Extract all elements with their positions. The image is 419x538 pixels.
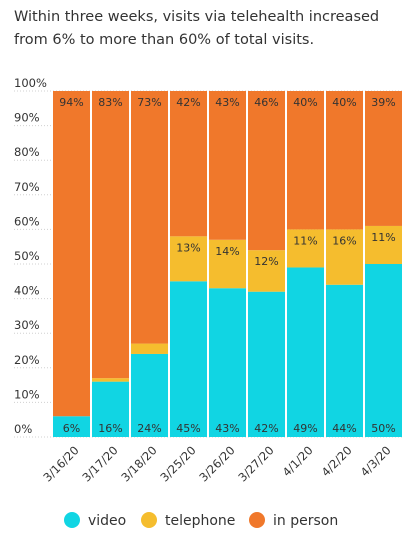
legend: video telephone in person [64,512,338,529]
data-label: 42% [176,96,200,109]
y-tick-label: 60% [14,214,40,228]
y-tick-label: 80% [14,145,40,159]
bar-segment-video [326,284,363,437]
y-tick-label: 10% [14,387,40,401]
y-tick-label: 40% [14,284,40,298]
bar-segment-video [53,416,90,437]
data-label: 42% [254,422,278,435]
x-tick-label: 4/2/20 [319,443,355,479]
y-tick-label: 20% [14,353,40,367]
data-label: 49% [293,422,317,435]
bar-segment-telephone [287,229,324,268]
data-label: 13% [176,241,200,254]
y-tick-label: 100% [14,76,47,90]
legend-swatch-video [64,512,80,528]
data-label: 11% [293,234,317,247]
data-label: 43% [215,96,239,109]
bar-segment-in-person [365,91,402,226]
data-label: 50% [371,422,395,435]
bar-segment-telephone [326,229,363,285]
y-tick-label: 30% [14,318,40,332]
bar-segment-in-person [53,91,90,417]
data-label: 44% [332,422,356,435]
data-label: 45% [176,422,200,435]
data-label: 73% [137,96,161,109]
x-tick-label: 3/26/20 [196,443,237,484]
data-label: 12% [254,255,278,268]
data-label: 39% [371,96,395,109]
data-label: 46% [254,96,278,109]
x-tick-label: 3/16/20 [40,443,81,484]
data-label: 16% [98,422,122,435]
x-tick-label: 3/27/20 [235,443,276,484]
x-tick-label: 3/25/20 [157,443,198,484]
bar-segment-telephone [170,236,207,282]
legend-swatch-in-person [249,512,265,528]
bar-segment-video [131,353,168,437]
bar-segment-video [92,381,129,437]
x-tick-label: 4/3/20 [358,443,394,479]
x-tick-label: 3/17/20 [79,443,120,484]
data-label: 83% [98,96,122,109]
y-tick-label: 0% [14,422,32,436]
data-label: 11% [371,231,395,244]
bar-segment-in-person [131,91,168,344]
bar-segment-telephone [365,225,402,264]
bar-segment-in-person [287,91,324,230]
data-label: 14% [215,245,239,258]
y-tick-label: 70% [14,180,40,194]
bar-segment-telephone [209,239,246,289]
x-tick-label: 4/1/20 [280,443,316,479]
bar-segment-video [170,281,207,437]
legend-label-telephone: telephone [165,513,235,529]
bar-segment-in-person [170,91,207,237]
x-axis-labels: 3/16/203/17/203/18/203/25/203/26/203/27/… [40,443,393,484]
bar-segment-video [248,291,285,437]
data-label: 43% [215,422,239,435]
bar-segment-telephone [248,250,285,292]
bars [53,91,402,437]
chart-subtitle: Within three weeks, visits via telehealt… [14,9,380,48]
x-tick-label: 3/18/20 [118,443,159,484]
bar-segment-telephone [131,343,168,354]
bar-segment-in-person [326,91,363,230]
data-label: 40% [332,96,356,109]
data-labels: 6% 94% 16% 83% 24% 73% 45% 13% 42% 43% 14% 43% 42% 12… [59,96,395,435]
data-label: 40% [293,96,317,109]
bar-segment-in-person [92,91,129,379]
bar-segment-in-person [209,91,246,240]
legend-label-video: video [88,513,126,529]
bar-segment-video [287,267,324,437]
data-label: 24% [137,422,161,435]
bar-segment-video [209,288,246,437]
data-label: 6% [63,422,80,435]
bar-segment-in-person [248,91,285,251]
bar-segment-video [365,264,402,437]
legend-swatch-telephone [141,512,157,528]
legend-label-in-person: in person [273,513,338,529]
y-tick-label: 50% [14,249,40,263]
bar-segment-telephone [92,378,129,382]
y-tick-label: 90% [14,111,40,125]
data-label: 16% [332,234,356,247]
data-label: 94% [59,96,83,109]
